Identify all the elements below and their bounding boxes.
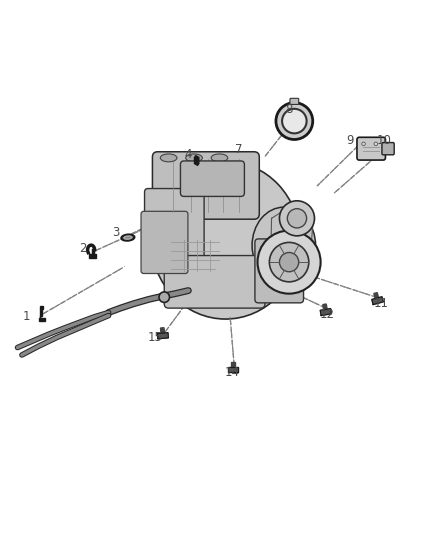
Ellipse shape: [124, 236, 132, 239]
Polygon shape: [160, 328, 164, 333]
FancyBboxPatch shape: [145, 189, 204, 265]
Text: 15: 15: [148, 331, 163, 344]
Circle shape: [258, 231, 321, 294]
Ellipse shape: [186, 154, 202, 162]
Text: 11: 11: [374, 297, 389, 310]
Ellipse shape: [151, 161, 300, 319]
Circle shape: [282, 109, 307, 133]
Ellipse shape: [160, 154, 177, 162]
Polygon shape: [194, 156, 199, 165]
Text: 10: 10: [377, 134, 392, 147]
Circle shape: [276, 103, 313, 140]
Circle shape: [374, 142, 378, 146]
Polygon shape: [158, 333, 168, 339]
Polygon shape: [323, 304, 327, 310]
Circle shape: [287, 209, 307, 228]
Circle shape: [362, 142, 365, 146]
Polygon shape: [320, 309, 332, 316]
Circle shape: [269, 243, 309, 282]
Polygon shape: [89, 254, 96, 258]
Polygon shape: [372, 297, 383, 304]
Text: 14: 14: [225, 366, 240, 379]
Circle shape: [279, 201, 314, 236]
FancyBboxPatch shape: [164, 255, 265, 308]
Polygon shape: [40, 306, 43, 318]
Text: 9: 9: [346, 134, 354, 147]
Text: 1: 1: [22, 310, 30, 324]
FancyBboxPatch shape: [357, 138, 385, 160]
Circle shape: [279, 253, 299, 272]
FancyBboxPatch shape: [255, 239, 304, 303]
FancyBboxPatch shape: [152, 152, 259, 219]
Polygon shape: [231, 361, 235, 367]
Text: 2: 2: [79, 243, 87, 255]
Text: 4: 4: [184, 148, 192, 161]
Text: 3: 3: [113, 226, 120, 239]
Polygon shape: [39, 318, 45, 321]
Polygon shape: [374, 293, 378, 298]
Ellipse shape: [121, 235, 134, 241]
FancyBboxPatch shape: [290, 98, 299, 104]
Text: 12: 12: [320, 308, 335, 321]
Circle shape: [159, 292, 170, 302]
Text: 8: 8: [286, 103, 293, 116]
Ellipse shape: [252, 207, 315, 284]
FancyBboxPatch shape: [180, 161, 244, 197]
FancyBboxPatch shape: [382, 142, 394, 155]
Polygon shape: [228, 367, 238, 372]
Text: 7: 7: [235, 143, 243, 156]
Ellipse shape: [211, 154, 228, 162]
FancyBboxPatch shape: [141, 211, 188, 273]
